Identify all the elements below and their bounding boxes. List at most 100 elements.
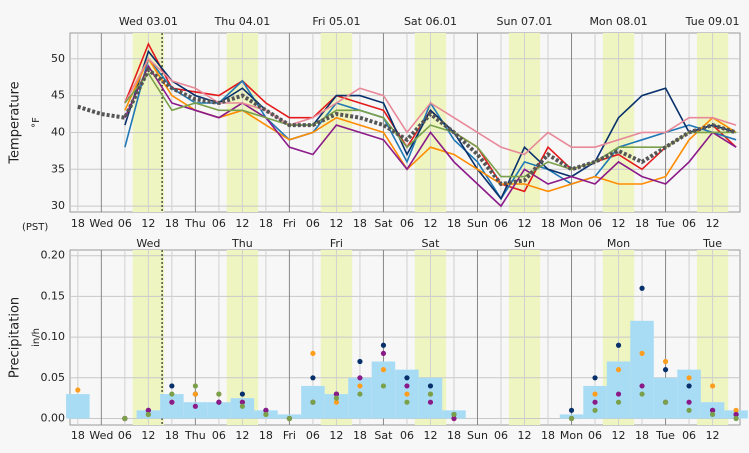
x-tick-label: 06: [306, 429, 320, 442]
x-tick-label: Thu: [184, 429, 206, 442]
precip-dot: [733, 407, 739, 413]
x-tick-label: Tue: [655, 429, 675, 442]
precip-dot: [592, 407, 598, 413]
precip-dot: [122, 415, 128, 422]
precip-dot: [239, 399, 245, 405]
x-tick-label: 18: [635, 429, 649, 442]
y-axis-title: Precipitation: [8, 297, 23, 378]
x-tick-label: Mon: [560, 429, 583, 442]
precip-dot: [639, 285, 645, 291]
x-tick-label: Tue: [655, 217, 675, 230]
precip-bar: [677, 369, 701, 419]
precip-dot: [639, 391, 645, 397]
precip-dot: [333, 395, 340, 401]
precip-dot: [192, 383, 198, 389]
timezone: (PST): [22, 222, 48, 233]
x-tick-label: 18: [635, 217, 649, 230]
precip-dot: [310, 350, 316, 356]
precip-bar: [160, 394, 184, 419]
x-tick-label: 18: [447, 217, 461, 230]
precip-dot: [404, 391, 410, 397]
x-tick-label: 18: [447, 429, 461, 442]
day-label: Tue 09.01: [685, 15, 740, 28]
precip-dot: [357, 358, 363, 365]
precip-dot: [733, 415, 739, 422]
precip-dot: [639, 383, 645, 389]
x-tick-label: 18: [541, 429, 555, 442]
x-tick-label: 12: [235, 217, 249, 230]
precip-dot: [451, 415, 457, 422]
precip-dot: [145, 411, 151, 418]
precip-dot: [75, 387, 81, 393]
x-tick-label: Mon: [560, 217, 583, 230]
precip-dot: [615, 342, 622, 348]
x-tick-label: 06: [400, 217, 414, 230]
member-line: [124, 64, 737, 208]
mean-line: [77, 66, 737, 187]
y-tick-label: 0.10: [41, 330, 66, 343]
day-label: Thu: [231, 237, 253, 250]
precip-bar: [66, 394, 90, 419]
day-label: Mon 08.01: [589, 15, 647, 28]
x-tick-label: 18: [71, 217, 85, 230]
precip-bar: [653, 377, 678, 419]
precip-dot: [662, 358, 669, 365]
x-tick-label: 06: [400, 429, 414, 442]
precip-dot: [709, 383, 716, 389]
precip-dot: [568, 415, 575, 422]
precip-dot: [169, 383, 175, 389]
x-tick-label: 18: [353, 217, 367, 230]
member-line: [124, 49, 737, 201]
x-tick-label: 06: [588, 429, 602, 442]
x-tick-label: Wed: [89, 217, 113, 230]
x-tick-label: 06: [118, 217, 132, 230]
x-tick-label: 18: [165, 429, 179, 442]
x-tick-label: 12: [423, 429, 437, 442]
precip-dot: [380, 383, 387, 389]
precip-dot: [192, 391, 198, 397]
day-label: Thu 04.01: [214, 15, 271, 28]
x-tick-label: 06: [118, 429, 132, 442]
precip-dot: [169, 391, 175, 397]
precip-bar: [207, 402, 231, 419]
x-tick-label: Thu: [184, 217, 206, 230]
precip-dot: [404, 399, 410, 405]
y-axis-title: Temperature: [8, 81, 23, 164]
precip-dot: [686, 383, 692, 389]
y-tick-label: 0.15: [41, 289, 66, 302]
precip-dot: [310, 399, 316, 405]
precip-bar: [183, 402, 208, 419]
precip-dot: [239, 391, 245, 397]
day-label: Tue: [702, 237, 722, 250]
precip-bar: [348, 377, 372, 419]
x-tick-label: 12: [141, 429, 155, 442]
precip-dot: [145, 407, 151, 413]
precip-dot: [333, 391, 340, 397]
precip-dot: [263, 407, 269, 413]
precip-dot: [427, 391, 434, 397]
x-tick-label: 18: [353, 429, 367, 442]
precip-dot: [333, 399, 340, 405]
plot-area: [69, 32, 741, 213]
precip-bar: [418, 377, 443, 419]
member-line: [124, 72, 737, 178]
x-tick-label: 12: [518, 429, 532, 442]
x-tick-label: 06: [212, 217, 226, 230]
day-label: Fri 05.01: [312, 15, 360, 28]
x-tick-label: 12: [612, 217, 626, 230]
x-tick-label: 06: [682, 217, 696, 230]
x-tick-label: 06: [588, 217, 602, 230]
x-tick-label: Fri: [283, 217, 296, 230]
precip-dot: [404, 383, 410, 389]
day-label: Mon: [607, 237, 630, 250]
precip-dot: [686, 399, 692, 405]
x-tick-label: 18: [259, 429, 273, 442]
x-tick-label: 06: [212, 429, 226, 442]
x-tick-label: 12: [329, 217, 343, 230]
precip-bar: [324, 394, 349, 419]
x-tick-label: 12: [423, 217, 437, 230]
y-axis-unit: in/h: [31, 328, 42, 347]
day-label: Sat 06.01: [404, 15, 457, 28]
